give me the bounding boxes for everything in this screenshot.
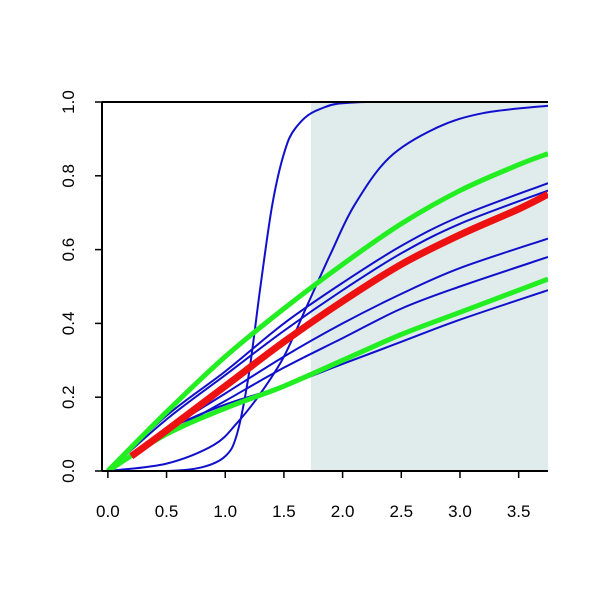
plot-area <box>106 102 548 471</box>
series-line-3 <box>107 182 548 471</box>
series-line-2 <box>107 104 548 471</box>
series-line-4 <box>107 189 548 471</box>
x-tick-label-5: 2.5 <box>389 502 413 521</box>
x-tick-label-3: 1.5 <box>272 502 296 521</box>
y-tick-label-2: 0.4 <box>59 312 78 336</box>
series-lines <box>106 102 548 471</box>
x-tick-label-4: 2.0 <box>331 502 355 521</box>
x-tick-label-0: 0.0 <box>96 502 120 521</box>
x-tick-label-7: 3.5 <box>507 502 531 521</box>
y-tick-label-3: 0.6 <box>59 238 78 262</box>
y-tick-label-1: 0.2 <box>59 385 78 409</box>
series-line-8 <box>106 151 548 471</box>
shaded-region <box>310 102 548 471</box>
series-line-9 <box>106 276 548 471</box>
series-line-10 <box>129 191 548 460</box>
x-tick-label-1: 0.5 <box>155 502 179 521</box>
series-line-1 <box>107 102 548 471</box>
axes: 0.0 0.5 1.0 1.5 2.0 2.5 3.0 3.5 0.0 0.2 0.4 0.6 0.8 1… <box>59 90 548 521</box>
y-tick-label-5: 1.0 <box>59 90 78 114</box>
x-tick-label-6: 3.0 <box>448 502 472 521</box>
y-tick-label-4: 0.8 <box>59 164 78 188</box>
x-tick-label-2: 1.0 <box>213 502 237 521</box>
y-tick-label-0: 0.0 <box>59 459 78 483</box>
